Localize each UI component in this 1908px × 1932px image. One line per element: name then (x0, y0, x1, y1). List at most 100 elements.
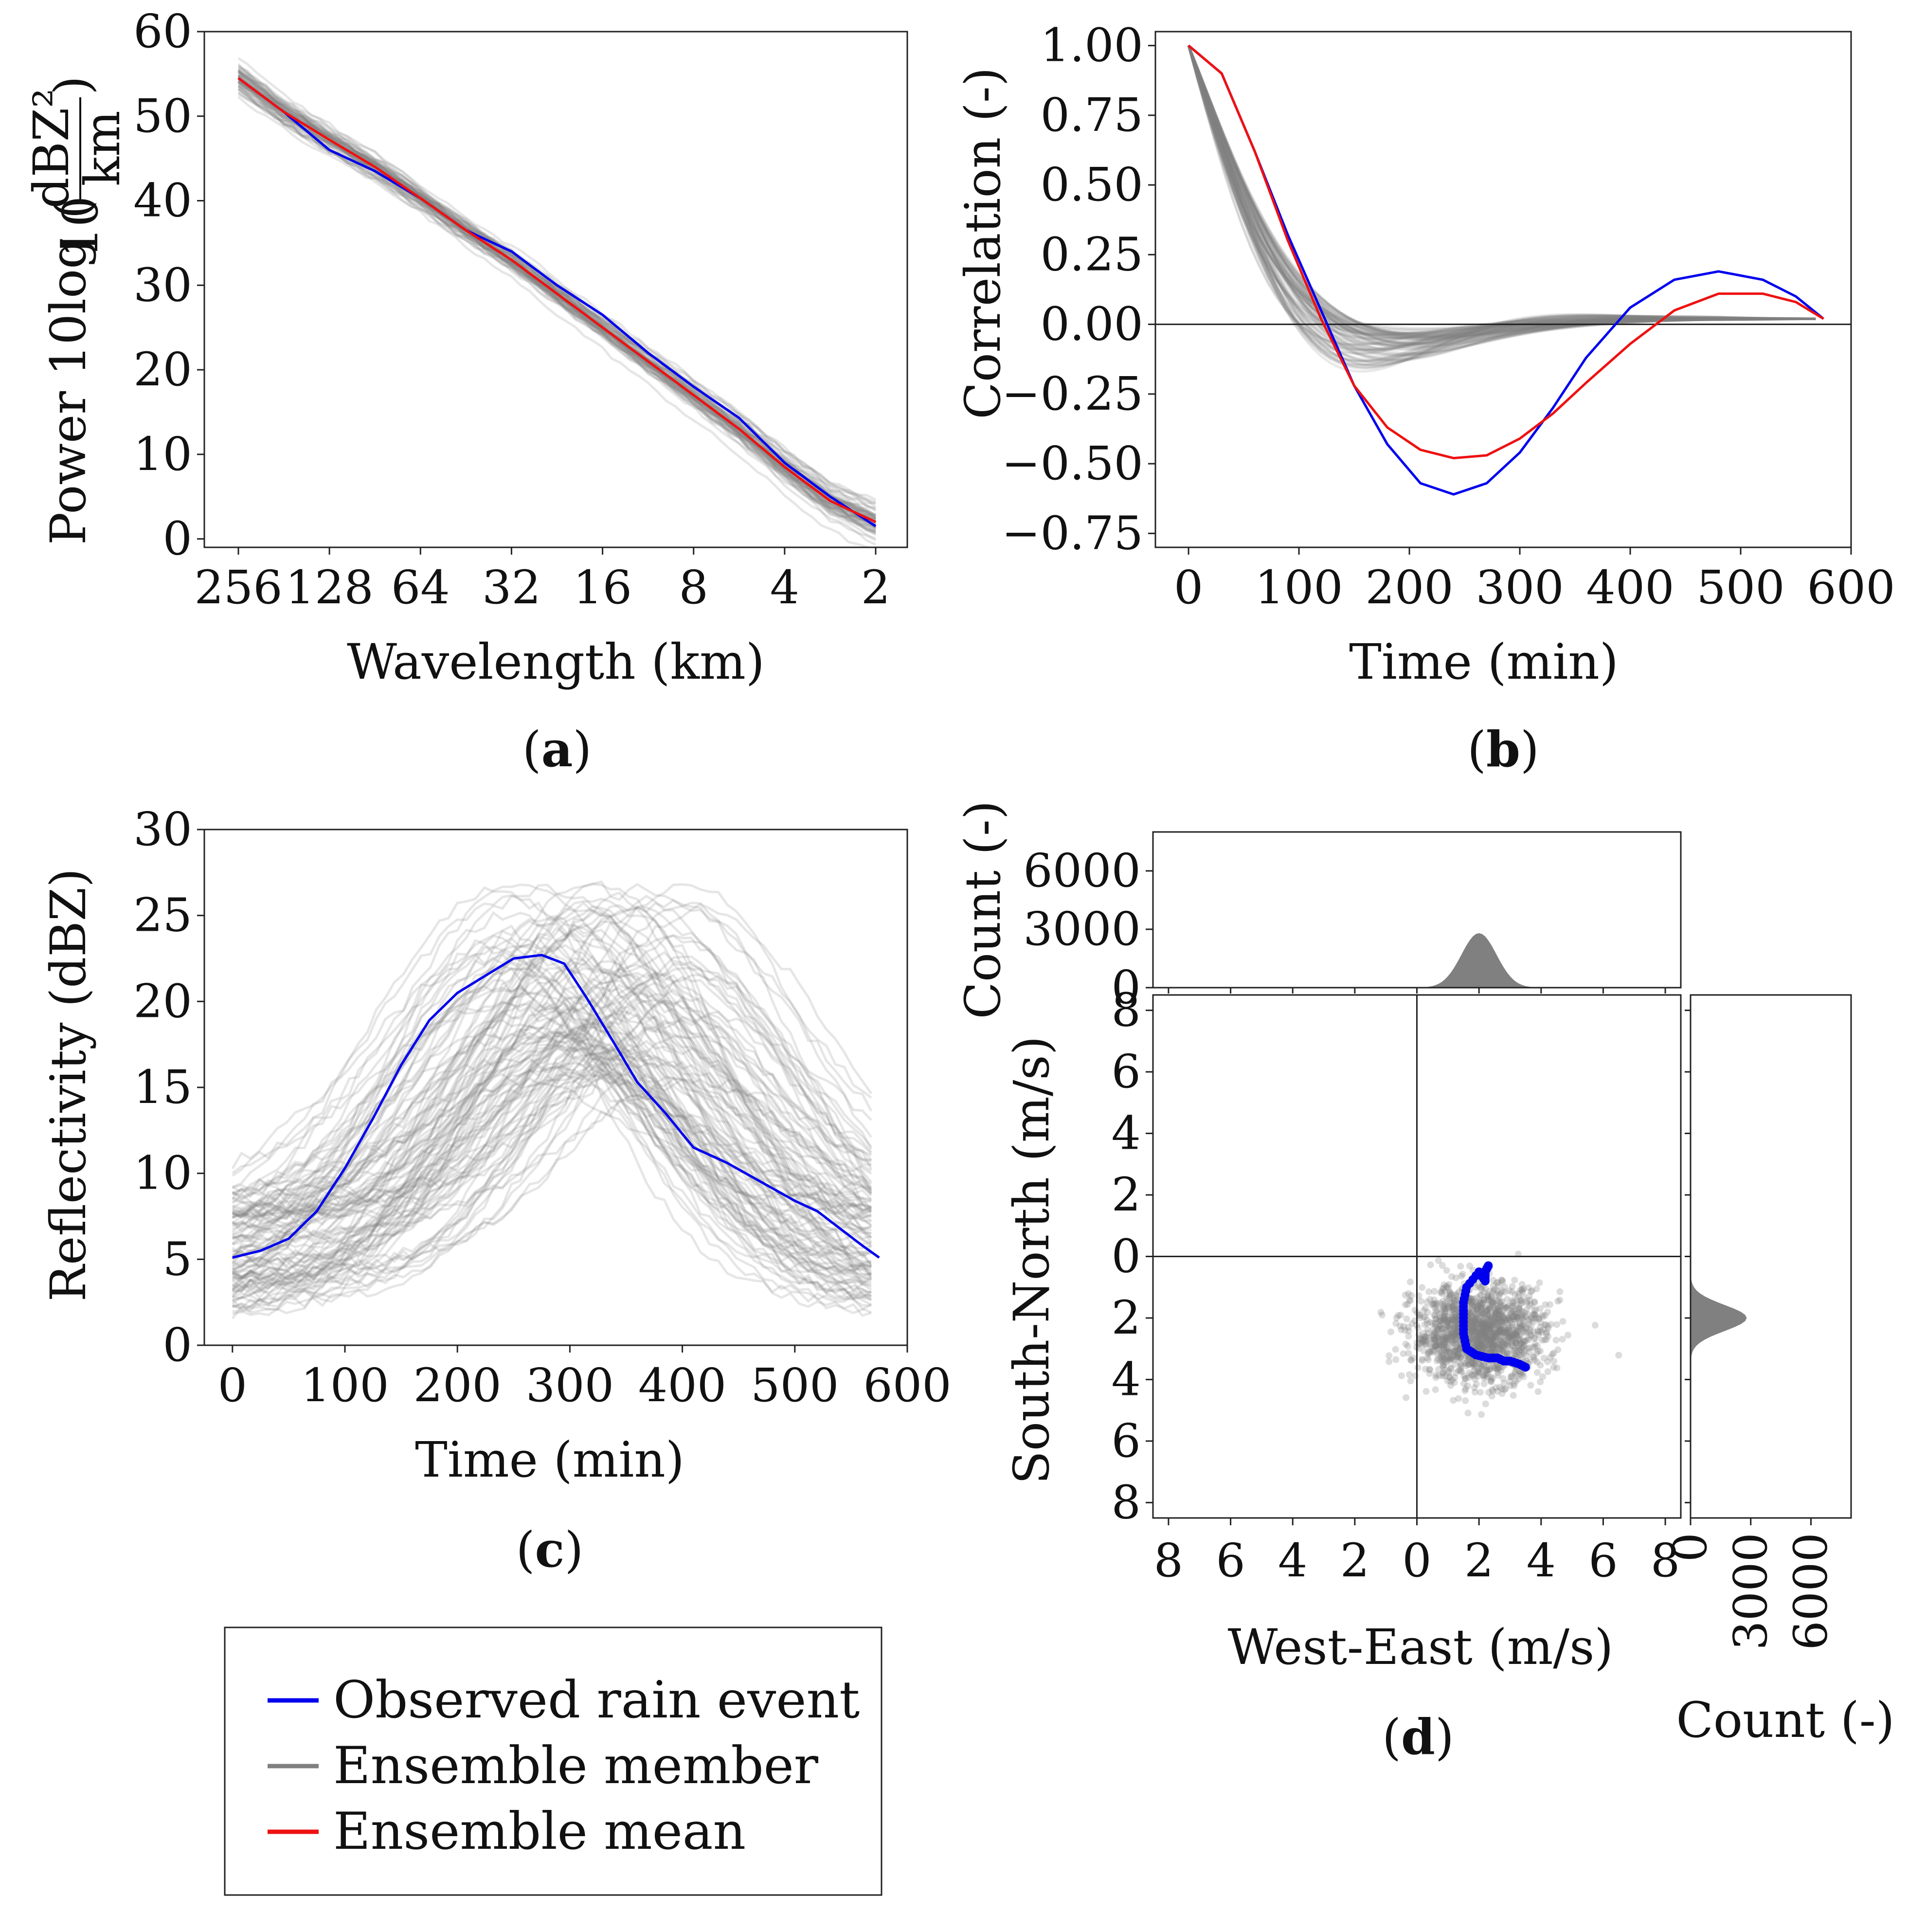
ensemble-point (1510, 1334, 1517, 1341)
ensemble-point (1470, 1320, 1477, 1327)
panel-label-a: (a) (522, 721, 592, 778)
ensemble-point (1500, 1302, 1507, 1309)
ensemble-point (1440, 1329, 1447, 1336)
ensemble-point (1489, 1289, 1496, 1296)
ensemble-point (1495, 1298, 1503, 1305)
ensemble-point (1521, 1347, 1528, 1354)
ensemble-point (1474, 1302, 1481, 1310)
ensemble-point (1442, 1359, 1450, 1366)
ensemble-member-line (232, 943, 872, 1234)
ensemble-member-line (232, 992, 872, 1257)
ensemble-point (1450, 1397, 1457, 1404)
ensemble-point (1466, 1262, 1474, 1269)
ensemble-point (1533, 1358, 1541, 1366)
ensemble-point (1478, 1319, 1486, 1327)
ensemble-point (1441, 1334, 1449, 1341)
y-axis-label-paren-open: ( (44, 200, 101, 219)
ensemble-point (1553, 1364, 1561, 1372)
ensemble-point (1490, 1343, 1497, 1351)
ensemble-point (1432, 1342, 1439, 1349)
ensemble-point (1445, 1369, 1452, 1376)
ensemble-member-line (1187, 45, 1816, 351)
ensemble-point (1537, 1323, 1544, 1331)
ensemble-member-line (232, 920, 873, 1310)
ensemble-point (1450, 1303, 1457, 1310)
ensemble-member-line (232, 1026, 872, 1293)
ensemble-point (1444, 1334, 1451, 1341)
ensemble-point (1486, 1322, 1493, 1330)
ensemble-point (1477, 1320, 1484, 1328)
ensemble-point (1492, 1309, 1499, 1316)
ensemble-point (1496, 1336, 1504, 1344)
ensemble-point (1503, 1340, 1510, 1348)
ensemble-member-line (237, 84, 876, 504)
ensemble-point (1440, 1342, 1447, 1349)
ensemble-point (1429, 1348, 1436, 1355)
ensemble-point (1483, 1310, 1491, 1317)
y-tick-label: 40 (133, 174, 192, 228)
ensemble-point (1500, 1345, 1507, 1352)
ensemble-point (1523, 1299, 1530, 1306)
ensemble-point (1487, 1365, 1494, 1372)
ensemble-point (1615, 1352, 1622, 1359)
ensemble-point (1497, 1326, 1504, 1334)
x-tick-label: 256 (194, 561, 282, 614)
ensemble-point (1490, 1321, 1497, 1328)
y-axis-label: South-North (m/s) (1003, 1036, 1060, 1484)
ensemble-member-line (1187, 45, 1816, 361)
ensemble-point (1474, 1311, 1481, 1318)
ensemble-point (1526, 1297, 1533, 1304)
ensemble-point (1507, 1335, 1514, 1342)
ensemble-point (1526, 1292, 1533, 1300)
ensemble-point (1434, 1332, 1441, 1339)
ensemble-member-line (232, 1060, 872, 1224)
ensemble-point (1514, 1372, 1521, 1379)
ensemble-point (1478, 1343, 1485, 1350)
ensemble-member-line (232, 996, 872, 1282)
x-tick-label: 600 (1807, 561, 1895, 614)
ensemble-point (1520, 1285, 1527, 1293)
ensemble-point (1486, 1338, 1493, 1346)
ensemble-point (1492, 1306, 1499, 1313)
y-tick-label: 6 (1112, 1045, 1141, 1099)
ensemble-point (1476, 1389, 1484, 1396)
ensemble-members (1187, 45, 1816, 373)
ensemble-point (1435, 1340, 1442, 1348)
ensemble-point (1426, 1366, 1434, 1373)
ensemble-point (1479, 1341, 1487, 1349)
ensemble-point (1436, 1346, 1443, 1353)
ensemble-point (1496, 1301, 1504, 1309)
ensemble-point (1473, 1330, 1480, 1337)
ensemble-point (1480, 1325, 1488, 1332)
ensemble-point (1512, 1370, 1519, 1377)
ensemble-point (1422, 1304, 1429, 1312)
ensemble-point (1445, 1325, 1453, 1333)
ensemble-point (1498, 1390, 1506, 1397)
ensemble-point (1489, 1330, 1496, 1337)
ensemble-point (1440, 1353, 1447, 1360)
ensemble-point (1402, 1291, 1409, 1299)
ensemble-point (1453, 1354, 1460, 1361)
ensemble-point (1515, 1306, 1523, 1314)
x-tick-label: 100 (1255, 561, 1343, 614)
ensemble-scatter (1377, 1250, 1622, 1418)
ensemble-point (1450, 1303, 1457, 1310)
ensemble-point (1511, 1329, 1518, 1336)
ensemble-point (1499, 1333, 1506, 1340)
ensemble-point (1482, 1334, 1490, 1341)
ensemble-point (1495, 1342, 1502, 1349)
ensemble-member-line (1187, 45, 1816, 346)
ensemble-point (1449, 1339, 1456, 1346)
ensemble-point (1446, 1288, 1453, 1296)
ensemble-point (1469, 1319, 1476, 1326)
ensemble-point (1457, 1367, 1464, 1374)
ensemble-point (1528, 1288, 1535, 1295)
ensemble-point (1457, 1366, 1464, 1373)
ensemble-point (1512, 1313, 1519, 1320)
ensemble-point (1478, 1327, 1486, 1335)
ensemble-point (1519, 1315, 1526, 1322)
ensemble-member-line (1187, 45, 1816, 352)
ensemble-member-line (1187, 45, 1816, 337)
ensemble-point (1482, 1314, 1489, 1321)
ensemble-point (1402, 1340, 1409, 1348)
